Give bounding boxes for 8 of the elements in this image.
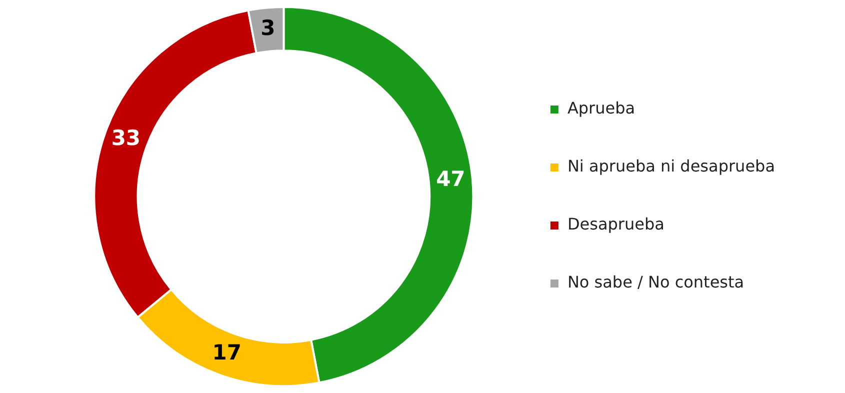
data-label: 17 <box>212 340 242 365</box>
data-label: 33 <box>111 126 141 150</box>
legend-label: Desaprueba <box>567 214 664 234</box>
data-label: 3 <box>260 16 276 40</box>
legend-label: Aprueba <box>567 98 636 118</box>
legend-label: Ni aprueba ni desaprueba <box>567 156 775 176</box>
data-label: 47 <box>436 167 466 192</box>
legend-label: No sabe / No contesta <box>567 272 744 292</box>
